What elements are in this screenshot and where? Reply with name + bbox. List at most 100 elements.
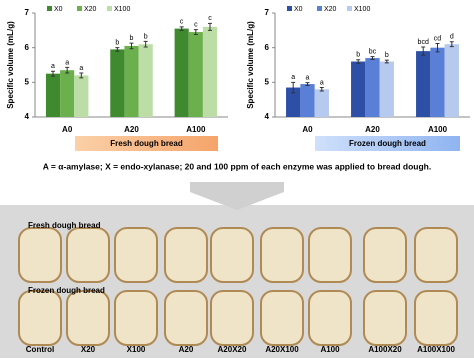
y-axis-label: Specific volume (mL/g): [246, 21, 255, 109]
error-bar: [207, 22, 212, 31]
significance-letter: a: [320, 79, 324, 86]
arrow: [190, 182, 284, 210]
error-bar: [193, 29, 198, 35]
sample-label: X20: [81, 345, 96, 354]
bread-loaf: [18, 227, 62, 283]
error-bar: [421, 46, 426, 56]
y-axis-label: Specific volume (mL/g): [6, 21, 15, 109]
bread-loaf: [308, 290, 352, 346]
sample-label: X100: [127, 345, 146, 354]
bar: [74, 75, 89, 117]
legend-swatch: [347, 6, 352, 11]
sample-label: A20: [179, 345, 194, 354]
bar: [188, 32, 203, 117]
significance-letter: d: [450, 34, 454, 41]
y-tick-label: 5: [265, 77, 270, 86]
significance-letter: a: [291, 74, 295, 81]
bread-loaf: [308, 227, 352, 283]
bread-loaf: [210, 290, 254, 346]
bar: [110, 49, 125, 117]
bread-loaf: [164, 227, 208, 283]
legend-label: X100: [354, 6, 370, 13]
bread-loaf: [114, 227, 158, 283]
bread-loaf: [260, 290, 304, 346]
bread-loaf: [414, 227, 458, 283]
significance-letter: a: [306, 75, 310, 82]
y-tick-label: 7: [265, 8, 270, 17]
x-tick-label: A20: [124, 125, 139, 134]
bar: [430, 47, 445, 117]
y-tick-label: 7: [25, 8, 30, 17]
bar: [174, 28, 189, 118]
sample-label: A20X20: [218, 345, 247, 354]
error-bar: [129, 42, 134, 50]
significance-letter: bc: [369, 49, 377, 56]
bread-loaf: [260, 227, 304, 283]
y-tick-label: 4: [25, 112, 30, 121]
bread-loaf: [414, 290, 458, 346]
significance-letter: b: [356, 52, 360, 59]
sample-label: A20X100: [265, 345, 299, 354]
sample-label: A100X100: [417, 345, 455, 354]
bar: [286, 87, 301, 117]
bar: [416, 51, 431, 118]
bar: [124, 45, 139, 117]
sample-label: Control: [26, 345, 54, 354]
bar: [45, 73, 61, 117]
significance-letter: b: [115, 40, 119, 47]
bread-loaf: [363, 290, 407, 346]
significance-letter: c: [194, 21, 198, 28]
error-bar: [356, 59, 361, 64]
bar: [444, 44, 459, 118]
sample-label: A100: [320, 345, 340, 354]
error-bar: [291, 81, 296, 94]
significance-letter: b: [144, 33, 148, 40]
y-tick-label: 5: [25, 77, 30, 86]
significance-letter: c: [208, 15, 212, 22]
x-tick-label: A100: [428, 125, 448, 134]
significance-letter: a: [65, 59, 69, 66]
x-tick-label: A20: [365, 125, 380, 134]
error-bar: [65, 66, 70, 74]
significance-letter: bcd: [418, 39, 429, 46]
significance-letter: a: [51, 63, 55, 70]
legend-swatch: [107, 6, 112, 11]
legend-label: X20: [84, 6, 97, 13]
y-tick-label: 6: [25, 43, 30, 52]
bar: [60, 70, 75, 117]
bread-loaf: [18, 290, 62, 346]
bread-loaf: [66, 227, 110, 283]
error-bar: [79, 72, 84, 79]
bread-loaf: [164, 290, 208, 346]
bread-loaf: [363, 227, 407, 283]
bar: [300, 84, 315, 117]
legend-swatch: [47, 6, 52, 11]
significance-letter: a: [79, 65, 83, 72]
significance-letter: b: [385, 52, 389, 59]
error-bar: [305, 82, 310, 86]
error-bar: [370, 56, 375, 60]
error-bar: [384, 59, 389, 64]
bar: [379, 61, 394, 117]
legend-label: X0: [54, 6, 63, 13]
x-tick-label: A100: [186, 125, 206, 134]
legend-label: X0: [294, 6, 303, 13]
bread-loaf: [210, 227, 254, 283]
error-bar: [143, 40, 148, 48]
subtitle: Fresh dough bread: [110, 139, 183, 148]
sample-label: A100X20: [368, 345, 402, 354]
y-tick-label: 4: [265, 112, 270, 121]
bar: [351, 61, 366, 117]
significance-letter: c: [180, 19, 184, 26]
legend-swatch: [317, 6, 322, 11]
subtitle-box: [315, 136, 460, 151]
error-bar: [319, 87, 324, 92]
row-label: Frozen dough bread: [28, 286, 105, 295]
error-bar: [51, 70, 56, 77]
bar: [202, 26, 218, 117]
row-label: Fresh dough bread: [28, 221, 101, 230]
error-bar: [435, 43, 440, 53]
error-bar: [179, 26, 184, 31]
significance-letter: b: [130, 35, 134, 42]
